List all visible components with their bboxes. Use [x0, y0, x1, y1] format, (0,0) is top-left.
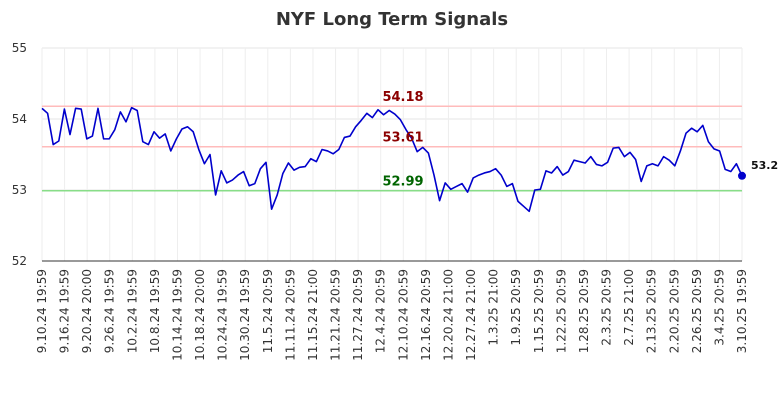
x-tick-label: 12.16.24 20:59 [419, 269, 433, 361]
x-tick-label: 12.10.24 20:59 [396, 269, 410, 361]
x-tick-label: 1.9.25 20:59 [509, 269, 523, 346]
y-tick-label: 52 [12, 254, 27, 268]
x-tick-label: 2.26.25 20:59 [690, 269, 704, 353]
x-tick-label: 10.2.24 19:59 [125, 269, 139, 353]
y-tick-label: 55 [12, 41, 27, 55]
y-tick-label: 53 [12, 183, 27, 197]
x-tick-label: 1.15.25 20:59 [532, 269, 546, 353]
x-tick-label: 12.27.24 21:00 [464, 269, 478, 361]
x-tick-label: 9.26.24 19:59 [103, 269, 117, 353]
labels: 54.18 53.61 52.99 53.2 [382, 90, 778, 189]
x-tick-label: 12.4.24 20:59 [374, 269, 388, 353]
axes: 52 53 54 55 9.10.24 19:59 9.16.24 19:59 9.20.2… [12, 41, 749, 361]
chart-title: NYF Long Term Signals [276, 9, 508, 30]
x-tick-label: 11.27.24 20:59 [351, 269, 365, 361]
reference-line-label: 52.99 [382, 175, 423, 190]
series-layer [41, 106, 746, 213]
x-tick-label: 10.18.24 20:00 [193, 269, 207, 361]
x-tick-label: 1.28.25 20:59 [577, 269, 591, 353]
x-tick-label: 9.10.24 19:59 [35, 269, 49, 353]
grid [41, 47, 743, 262]
last-point-marker [738, 171, 746, 180]
x-tick-label: 10.24.24 19:59 [216, 269, 230, 361]
x-tick-label: 11.5.24 20:59 [261, 269, 275, 353]
x-tick-label: 11.15.24 21:00 [306, 269, 320, 361]
x-tick-label: 3.4.25 20:59 [712, 269, 726, 346]
last-value-label: 53.2 [751, 159, 778, 172]
x-tick-label: 10.8.24 19:59 [148, 269, 162, 353]
x-tick-label: 11.11.24 20:59 [283, 269, 297, 361]
x-tick-label: 1.22.25 20:59 [554, 269, 568, 353]
x-tick-label: 2.20.25 20:59 [667, 269, 681, 353]
x-tick-label: 11.21.24 20:59 [329, 269, 343, 361]
x-tick-label: 2.7.25 21:00 [622, 269, 636, 346]
y-tick-label: 54 [12, 112, 27, 126]
x-tick-label: 10.14.24 19:59 [170, 269, 184, 361]
x-tick-label: 2.13.25 20:59 [645, 269, 659, 353]
x-tick-label: 3.10.25 19:59 [735, 269, 749, 353]
series-line [41, 106, 743, 213]
x-tick-label: 12.20.24 21:00 [441, 269, 455, 361]
reference-lines [42, 105, 742, 192]
reference-line-label: 54.18 [382, 90, 423, 105]
x-tick-label: 9.16.24 19:59 [58, 269, 72, 353]
x-tick-label: 9.20.24 20:00 [80, 269, 94, 353]
x-tick-label: 1.3.25 21:00 [487, 269, 501, 346]
x-tick-label: 10.30.24 19:59 [238, 269, 252, 361]
reference-line-label: 53.61 [382, 131, 423, 146]
x-tick-label: 2.3.25 20:59 [600, 269, 614, 346]
